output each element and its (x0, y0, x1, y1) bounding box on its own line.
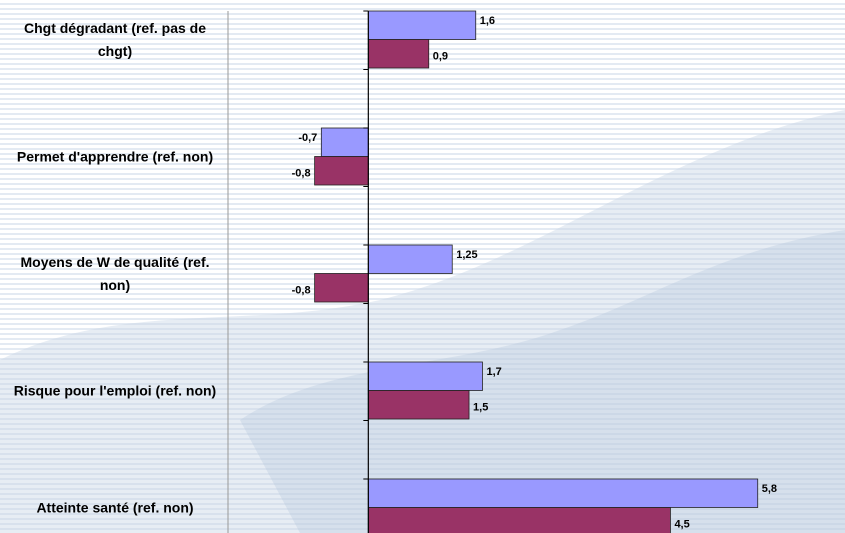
bar (367, 244, 453, 274)
bar (367, 478, 759, 508)
bar (367, 10, 477, 40)
bar (314, 273, 369, 303)
bar (314, 156, 369, 186)
bar (367, 39, 430, 69)
value-label: 4,5 (674, 519, 689, 531)
category-label: Atteinte santé (ref. non) (36, 499, 194, 515)
bar (320, 127, 369, 157)
value-label: 1,6 (480, 15, 495, 27)
value-label: 0,9 (433, 51, 448, 63)
value-label: 5,8 (762, 483, 777, 495)
bar (367, 507, 671, 533)
bar (367, 361, 483, 391)
category-label: Permet d'apprendre (ref. non) (16, 148, 214, 164)
category-label: Risque pour l'emploi (ref. non) (13, 382, 217, 398)
bar (367, 390, 470, 420)
value-label: 1,7 (486, 366, 501, 378)
value-label: -0,7 (298, 132, 317, 144)
value-label: 1,25 (456, 249, 477, 261)
value-label: -0,8 (292, 285, 311, 297)
category-label: Chgt dégradant (ref. pas de chgt) (23, 19, 207, 59)
category-label: Moyens de W de qualité (ref. non) (20, 253, 210, 293)
value-label: -0,8 (292, 168, 311, 180)
value-label: 1,5 (473, 402, 488, 414)
